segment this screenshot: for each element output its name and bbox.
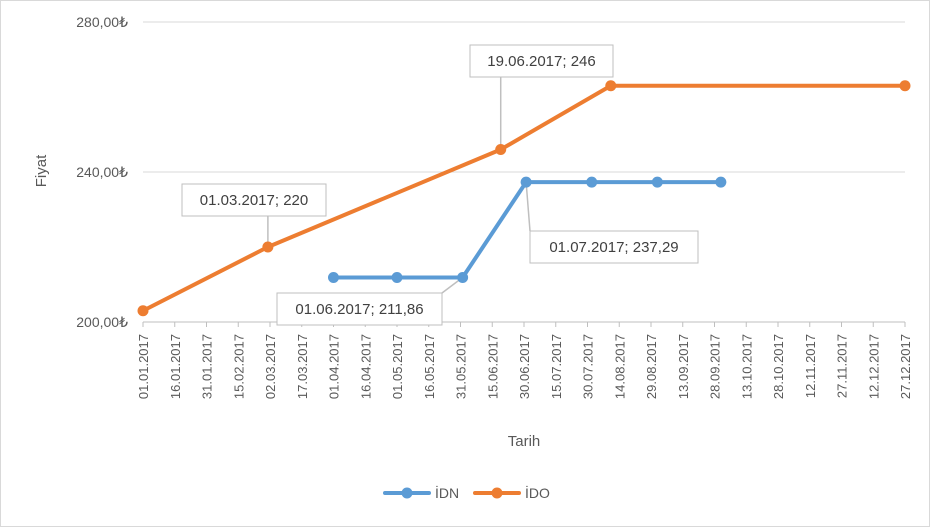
x-tick-label: 14.08.2017: [612, 334, 627, 399]
series-point-1: [137, 305, 149, 317]
legend-swatch-marker: [401, 487, 413, 499]
callout-box: [276, 292, 443, 326]
x-axis-ticks: 01.01.2017 16.01.2017 31.01.2017 15.02.2017…: [136, 322, 913, 399]
x-tick-label: 16.01.2017: [168, 334, 183, 399]
y-tick-label: 240,00₺: [76, 164, 128, 180]
x-tick-label: 01.04.2017: [327, 334, 342, 399]
x-tick-label: 17.03.2017: [295, 334, 310, 399]
callout-label: 01.06.2017; 211,86: [295, 301, 423, 318]
y-axis-title: Fiyat: [33, 154, 50, 187]
x-tick-label: 12.11.2017: [803, 334, 818, 398]
y-tick-label: 200,00₺: [76, 314, 128, 330]
series-point-1: [262, 241, 274, 253]
legend-swatch-marker: [491, 487, 503, 499]
x-tick-label: 27.11.2017: [835, 334, 850, 398]
x-tick-label: 02.03.2017: [263, 334, 278, 399]
x-tick-label: 15.06.2017: [485, 334, 500, 399]
legend-label: İDO: [525, 484, 550, 501]
series-point-1: [495, 144, 507, 155]
series-point-0: [651, 176, 663, 188]
x-tick-label: 01.01.2017: [136, 334, 151, 399]
x-axis-title: Tarih: [508, 433, 541, 450]
x-tick-label: 29.08.2017: [644, 334, 659, 399]
series: [137, 80, 911, 317]
series-point-0: [586, 176, 598, 188]
x-tick-label: 31.01.2017: [200, 334, 215, 399]
callout-label: 01.03.2017; 220: [200, 192, 308, 209]
x-tick-label: 30.07.2017: [581, 334, 596, 399]
x-tick-label: 12.12.2017: [866, 334, 881, 399]
callout-leader: [525, 182, 531, 232]
series-point-0: [520, 176, 532, 188]
series-point-0: [457, 272, 469, 284]
y-tick-label: 280,00₺: [76, 14, 128, 30]
x-tick-label: 16.05.2017: [422, 334, 437, 399]
x-tick-label: 15.07.2017: [549, 334, 564, 399]
series-point-0: [328, 272, 339, 284]
x-tick-label: 30.06.2017: [517, 334, 532, 399]
x-tick-label: 15.02.2017: [231, 334, 246, 399]
x-tick-label: 13.09.2017: [676, 334, 691, 399]
legend: İDN İDO: [383, 484, 550, 501]
legend-label: İDN: [435, 484, 459, 501]
x-tick-label: 28.09.2017: [708, 334, 723, 399]
series-point-1: [899, 80, 911, 92]
x-tick-label: 13.10.2017: [739, 334, 754, 399]
x-tick-label: 16.04.2017: [358, 334, 373, 399]
x-tick-label: 31.05.2017: [454, 334, 469, 399]
callout-box: [529, 230, 699, 264]
callout-label: 19.06.2017; 246: [487, 53, 595, 70]
x-tick-label: 28.10.2017: [771, 334, 786, 399]
callout-label: 01.07.2017; 237,29: [549, 239, 678, 256]
x-tick-label: 01.05.2017: [390, 334, 405, 399]
series-point-0: [715, 176, 727, 188]
y-axis-ticks: 200,00₺ 240,00₺ 280,00₺: [76, 14, 128, 330]
callout-box: [469, 44, 614, 78]
x-tick-label: 27.12.2017: [898, 334, 913, 399]
callout-labels: 01.03.2017; 220 19.06.2017; 246 01.06.2017…: [181, 44, 699, 326]
series-point-0: [391, 272, 403, 284]
series-point-1: [605, 80, 617, 92]
callout-box: [181, 183, 327, 217]
